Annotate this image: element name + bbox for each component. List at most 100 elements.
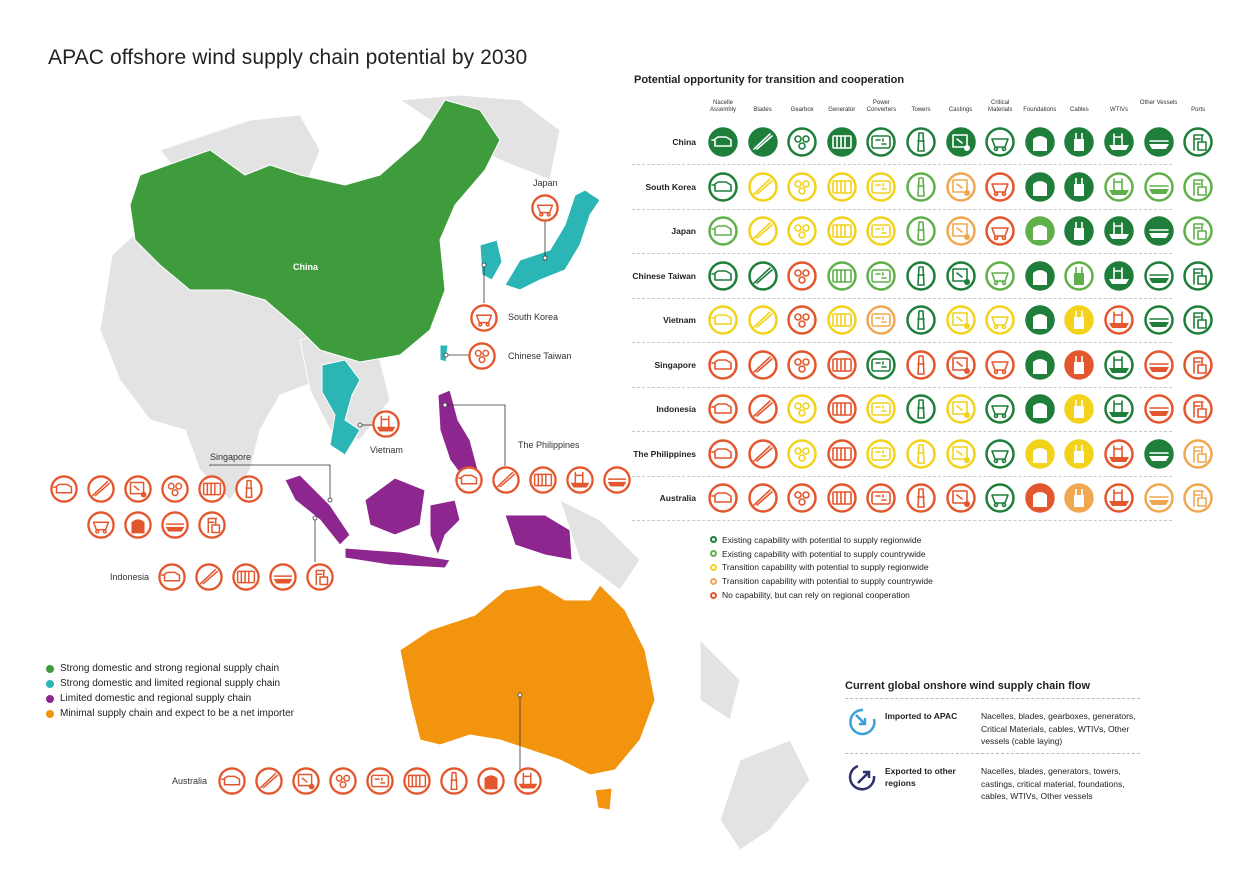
matrix-cell (708, 483, 738, 513)
matrix-cell (1143, 260, 1174, 291)
map-legend-item: Strong domestic and strong regional supp… (46, 661, 294, 676)
matrix-cell (787, 438, 817, 469)
matrix-cell (945, 216, 976, 246)
matrix-cell (1025, 171, 1055, 202)
flow-row: Exported to other regions Nacelles, blad… (845, 753, 1140, 808)
other-vessel-icon (1143, 260, 1174, 291)
matrix-row: Indonesia (632, 387, 1213, 432)
flow-description: Nacelles, blades, generators, towers, ca… (981, 766, 1125, 801)
port-icon (306, 563, 334, 591)
port-icon (1183, 349, 1213, 380)
power-converter-icon (866, 305, 897, 335)
matrix-cell (866, 349, 897, 380)
capability-swatch (710, 577, 717, 585)
matrix-cell (906, 171, 936, 202)
casting-icon (985, 483, 1015, 513)
matrix-row: Chinese Taiwan (632, 254, 1213, 299)
matrix-cell (787, 127, 817, 157)
gearbox-icon (787, 349, 817, 380)
casting-icon (985, 216, 1015, 246)
foundation-icon (124, 511, 152, 539)
wtiv-icon (1104, 305, 1134, 335)
matrix-row-label: South Korea (645, 181, 696, 192)
foundation-icon (1025, 438, 1055, 469)
matrix-cell (747, 394, 778, 424)
papua-region (504, 514, 573, 561)
casting-icon (531, 194, 559, 222)
capability-swatch (710, 563, 717, 571)
nacelle-icon (708, 305, 738, 335)
wtiv-icon (1104, 349, 1134, 380)
matrix-cell (1025, 394, 1055, 424)
nacelle-icon (708, 127, 738, 157)
cable-spool-icon (1064, 305, 1095, 335)
tower-icon (906, 438, 936, 469)
matrix-cell (906, 305, 936, 335)
other-vessel-icon (1143, 305, 1174, 335)
matrix-row-label: Vietnam (663, 315, 696, 325)
matrix-cell (827, 127, 857, 157)
tower-icon (440, 767, 468, 795)
capability-legend-item: No capability, but can rely on regional … (710, 588, 933, 602)
nacelle-icon (218, 767, 246, 795)
cable-spool-icon (1064, 216, 1095, 246)
matrix-cell (827, 394, 857, 424)
blade-icon (747, 305, 778, 335)
indonesia-icons (158, 563, 334, 591)
matrix-column-header: Castings (948, 107, 973, 113)
matrix-cell (985, 216, 1015, 246)
matrix-row-label: Chinese Taiwan (632, 270, 696, 281)
matrix-row: Vietnam (632, 298, 1213, 343)
map-label-australia: Australia (172, 776, 208, 786)
power-converter-icon (866, 171, 897, 202)
matrix-cell (1183, 483, 1213, 513)
generator-icon (529, 466, 557, 494)
matrix-cell (1064, 438, 1095, 469)
foundation-icon (1025, 216, 1055, 246)
page-title: APAC offshore wind supply chain potentia… (48, 46, 528, 69)
casting-icon (985, 260, 1015, 291)
other-vessel-icon (1143, 483, 1174, 513)
flow-label: Exported to other regions (885, 766, 956, 788)
cable-icon (945, 349, 976, 380)
south-korea-icons (470, 304, 498, 332)
purple-regions (284, 389, 573, 569)
matrix-column-header: Generator (828, 107, 856, 113)
generator-icon (827, 260, 857, 291)
map-legend-item: Limited domestic and regional supply cha… (46, 691, 294, 706)
matrix-cell (945, 127, 976, 157)
casting-icon (87, 511, 115, 539)
legend-swatch (46, 679, 54, 688)
map-label-singapore: Singapore (210, 452, 252, 462)
flow-row: Imported to APAC Nacelles, blades, gearb… (845, 698, 1140, 753)
matrix-cell (945, 483, 976, 513)
tower-icon (906, 260, 936, 291)
nacelle-icon (455, 466, 483, 494)
matrix-cell (945, 438, 976, 469)
supply-chain-flow: Current global onshore wind supply chain… (845, 680, 1140, 808)
capability-label: Existing capability with potential to su… (722, 548, 926, 559)
capability-swatch (710, 591, 717, 599)
capability-swatch (710, 550, 717, 558)
chinese-taiwan-icons (468, 342, 496, 370)
cable-spool-icon (1064, 394, 1095, 424)
matrix-row: Australia (632, 476, 1213, 521)
opportunity-matrix: Potential opportunity for transition and… (632, 74, 1213, 521)
matrix-column-header: Towers (911, 107, 931, 113)
matrix-cell (985, 171, 1015, 202)
matrix-cell (708, 260, 738, 291)
gearbox-icon (787, 394, 817, 424)
matrix-cell (985, 438, 1015, 469)
matrix-row: China (632, 120, 1213, 165)
matrix-row: Singapore (632, 343, 1213, 388)
taiwan-region (439, 344, 449, 363)
port-icon (1183, 438, 1213, 469)
cable-icon (945, 260, 976, 291)
foundation-icon (1025, 305, 1055, 335)
callout-dots (312, 255, 548, 698)
matrix-cell (1104, 260, 1134, 291)
matrix-cell (708, 127, 738, 157)
matrix-cell (1143, 305, 1174, 335)
matrix-cell (787, 216, 817, 246)
